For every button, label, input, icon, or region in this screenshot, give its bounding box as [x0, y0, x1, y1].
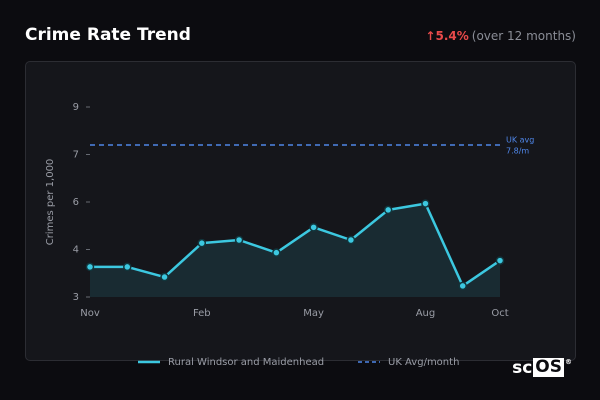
change-period: (over 12 months): [471, 29, 576, 43]
x-tick-label: Nov: [80, 308, 100, 319]
point: [421, 199, 430, 208]
x-tick-label: Aug: [416, 308, 436, 319]
y-tick-label: 4: [73, 245, 79, 256]
change-value: ↑5.4%: [425, 29, 469, 43]
reference-label: 7.8/m: [506, 147, 529, 156]
point: [234, 235, 244, 245]
point: [160, 272, 169, 282]
line: [90, 202, 501, 288]
legend-label: UK Avg/month: [388, 357, 459, 368]
page-title: Crime Rate Trend: [25, 25, 191, 45]
logo: sc OS ®: [512, 357, 572, 379]
logo-mark: ®: [565, 358, 572, 366]
area: [90, 203, 500, 297]
chart-panel: [25, 61, 576, 361]
legend-label: Rural Windsor and Maidenhead: [168, 357, 324, 368]
logo-box: OS: [533, 357, 564, 377]
point: [309, 223, 318, 232]
point: [495, 256, 505, 265]
point: [123, 262, 132, 272]
x-tick-label: May: [303, 308, 324, 319]
y-axis-label: Crimes per 1,000: [45, 159, 56, 246]
point: [383, 205, 393, 215]
point: [272, 248, 281, 257]
y-tick-label: 6: [73, 197, 79, 208]
point: [458, 281, 467, 291]
x-tick-label: Feb: [193, 308, 211, 319]
logo-text: sc: [512, 358, 533, 378]
x-tick-label: Oct: [491, 308, 508, 319]
point: [197, 238, 207, 248]
reference-label: UK avg: [506, 136, 534, 145]
y-tick-label: 3: [73, 292, 79, 303]
y-tick-label: 9: [73, 102, 79, 113]
point: [346, 235, 356, 245]
change-summary: ↑5.4% (over 12 months): [425, 29, 576, 43]
y-tick-label: 7: [73, 150, 79, 161]
point: [85, 262, 95, 272]
